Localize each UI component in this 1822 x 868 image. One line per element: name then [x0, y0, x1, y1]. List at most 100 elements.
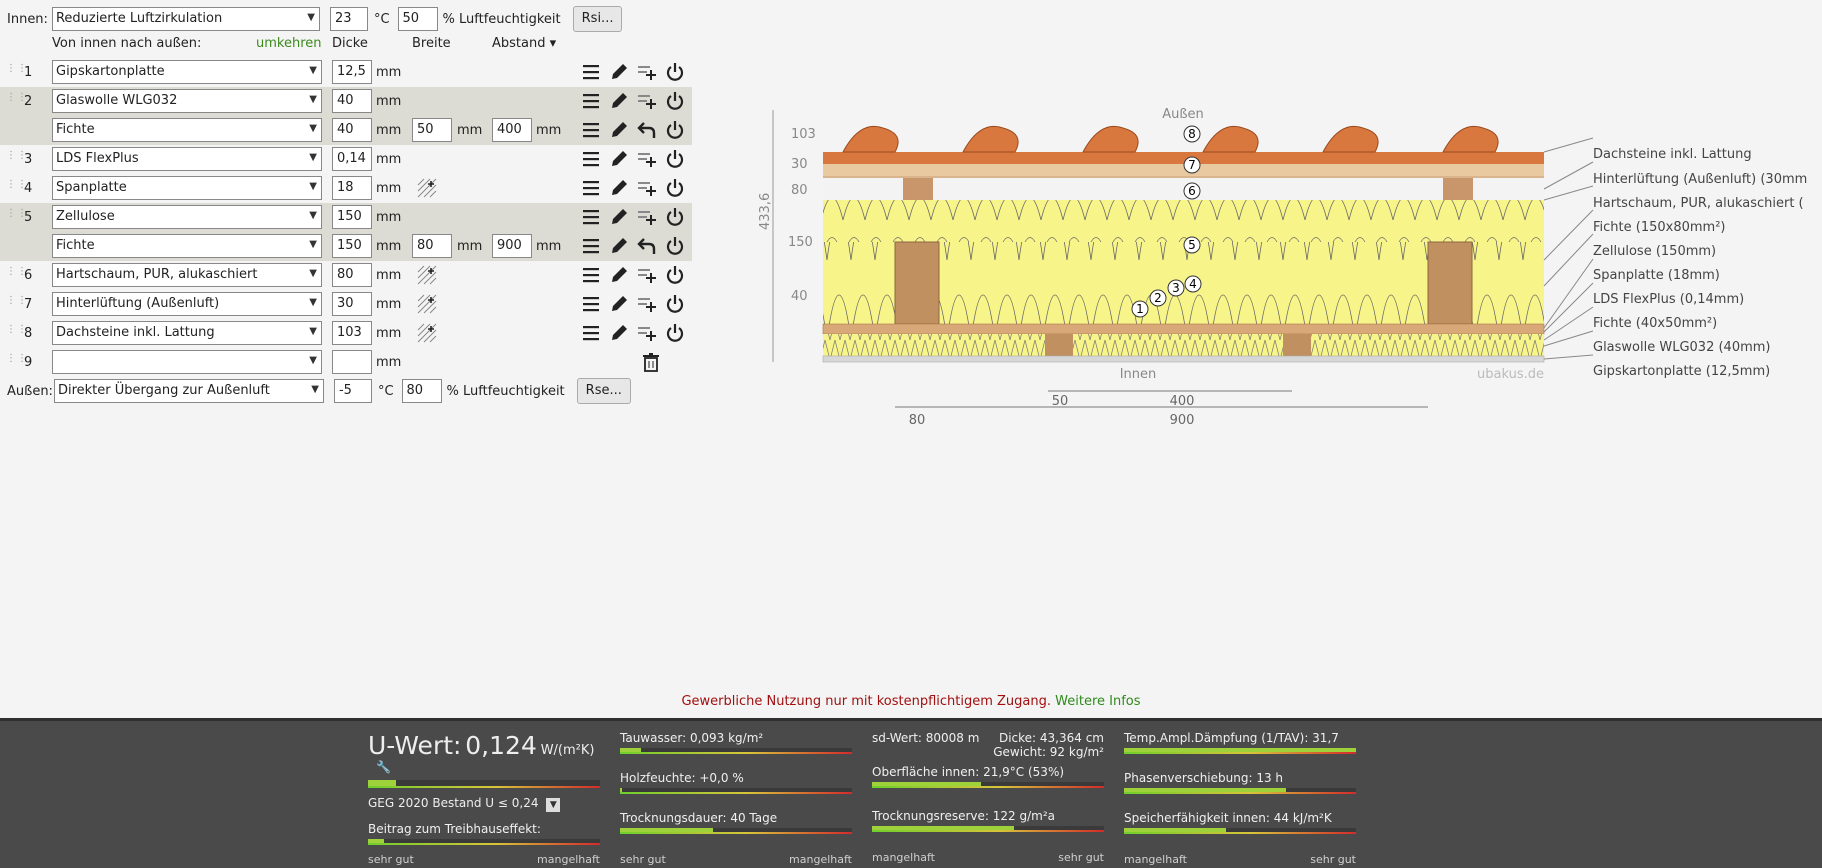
add-layer-icon[interactable] [636, 61, 658, 83]
edit-icon[interactable] [608, 235, 630, 257]
thickness-input[interactable] [332, 350, 372, 374]
menu-icon[interactable] [580, 293, 602, 315]
menu-icon[interactable] [580, 322, 602, 344]
add-layer-icon[interactable] [636, 293, 658, 315]
drag-handle-icon[interactable]: ⋮⋮ [6, 92, 28, 103]
thickness-input[interactable]: 18 [332, 176, 372, 200]
menu-icon[interactable] [580, 61, 602, 83]
drag-handle-icon[interactable]: ⋮⋮ [6, 179, 28, 190]
drag-handle-icon[interactable]: ⋮⋮ [6, 353, 28, 364]
drag-handle-icon[interactable]: ⋮⋮ [6, 208, 28, 219]
add-layer-icon[interactable] [636, 322, 658, 344]
width-input[interactable]: 80 [412, 234, 452, 258]
power-icon[interactable] [664, 119, 686, 141]
power-icon[interactable] [664, 293, 686, 315]
power-icon[interactable] [664, 148, 686, 170]
layer-row: ⋮⋮4 Spanplatte 18 mm [0, 174, 692, 203]
dim-batten-width: 50 [1052, 394, 1069, 409]
menu-icon[interactable] [580, 119, 602, 141]
spacing-input[interactable]: 900 [492, 234, 532, 258]
add-inhomogeneous-icon[interactable] [416, 322, 438, 344]
undo-icon[interactable] [636, 119, 658, 141]
add-layer-icon[interactable] [636, 264, 658, 286]
spacing-input[interactable]: 400 [492, 118, 532, 142]
material-select[interactable]: Fichte [52, 234, 322, 258]
menu-icon[interactable] [580, 206, 602, 228]
power-icon[interactable] [664, 90, 686, 112]
edit-icon[interactable] [608, 206, 630, 228]
undo-icon[interactable] [636, 235, 658, 257]
rse-button[interactable]: Rse... [576, 378, 631, 404]
thickness-input[interactable]: 30 [332, 292, 372, 316]
reverse-link[interactable]: umkehren [256, 36, 322, 51]
menu-icon[interactable] [580, 264, 602, 286]
rsi-button[interactable]: Rsi... [572, 6, 623, 32]
material-select[interactable]: Zellulose [52, 205, 322, 229]
edit-icon[interactable] [608, 322, 630, 344]
add-layer-icon[interactable] [636, 148, 658, 170]
thickness-input[interactable]: 40 [332, 89, 372, 113]
wrench-icon[interactable]: 🔧 [376, 760, 391, 774]
inner-temp-input[interactable]: 23 [329, 7, 368, 31]
menu-icon[interactable] [580, 148, 602, 170]
dim-30: 30 [791, 157, 808, 172]
power-icon[interactable] [664, 206, 686, 228]
header-abstand[interactable]: Abstand ▾ [492, 36, 557, 51]
add-layer-icon[interactable] [636, 206, 658, 228]
add-layer-icon[interactable] [636, 90, 658, 112]
edit-icon[interactable] [608, 90, 630, 112]
outer-humidity-input[interactable]: 80 [401, 379, 442, 403]
thickness-input[interactable]: 150 [332, 205, 372, 229]
width-input[interactable]: 50 [412, 118, 452, 142]
menu-icon[interactable] [580, 90, 602, 112]
edit-icon[interactable] [608, 264, 630, 286]
power-icon[interactable] [664, 235, 686, 257]
edit-icon[interactable] [608, 293, 630, 315]
edit-icon[interactable] [608, 177, 630, 199]
material-select[interactable]: Dachsteine inkl. Lattung [52, 321, 322, 345]
geg-dropdown-icon[interactable]: ▼ [546, 798, 561, 812]
phase-bar-fill [1124, 788, 1287, 793]
power-icon[interactable] [664, 61, 686, 83]
more-info-link[interactable]: Weitere Infos [1055, 694, 1141, 709]
thickness-input[interactable]: 103 [332, 321, 372, 345]
power-icon[interactable] [664, 264, 686, 286]
outer-temp-input[interactable]: -5 [333, 379, 372, 403]
material-select[interactable]: LDS FlexPlus [52, 147, 322, 171]
edit-icon[interactable] [608, 119, 630, 141]
edit-icon[interactable] [608, 61, 630, 83]
thickness-input[interactable]: 0,14 [332, 147, 372, 171]
material-select[interactable]: Hinterlüftung (Außenluft) [52, 292, 322, 316]
add-inhomogeneous-icon[interactable] [416, 264, 438, 286]
power-icon[interactable] [664, 322, 686, 344]
legend-dachsteine: Dachsteine inkl. Lattung [1593, 147, 1752, 162]
add-inhomogeneous-icon[interactable] [416, 177, 438, 199]
material-select[interactable]: Hartschaum, PUR, alukaschiert [52, 263, 322, 287]
thickness-input[interactable]: 80 [332, 263, 372, 287]
thickness-input[interactable]: 12,5 [332, 60, 372, 84]
inner-climate-select[interactable]: Reduzierte Luftzirkulation [51, 7, 320, 31]
menu-icon[interactable] [580, 235, 602, 257]
drag-handle-icon[interactable]: ⋮⋮ [6, 295, 28, 306]
material-select[interactable]: Spanplatte [52, 176, 322, 200]
trash-icon[interactable] [640, 351, 662, 373]
outer-climate-select[interactable]: Direkter Übergang zur Außenluft [53, 379, 324, 403]
material-select[interactable]: Glaswolle WLG032 [52, 89, 322, 113]
inner-humidity-input[interactable]: 50 [397, 7, 438, 31]
thickness-input[interactable]: 150 [332, 234, 372, 258]
drag-handle-icon[interactable]: ⋮⋮ [6, 150, 28, 161]
diagram-legend: Dachsteine inkl. Lattung Hinterlüftung (… [1543, 137, 1807, 379]
drag-handle-icon[interactable]: ⋮⋮ [6, 266, 28, 277]
drag-handle-icon[interactable]: ⋮⋮ [6, 63, 28, 74]
menu-icon[interactable] [580, 177, 602, 199]
power-icon[interactable] [664, 177, 686, 199]
edit-icon[interactable] [608, 148, 630, 170]
material-select[interactable] [52, 350, 322, 374]
drag-handle-icon[interactable]: ⋮⋮ [6, 324, 28, 335]
material-select[interactable]: Fichte [52, 118, 322, 142]
material-select[interactable]: Gipskartonplatte [52, 60, 322, 84]
add-inhomogeneous-icon[interactable] [416, 293, 438, 315]
marker-1: 1 [1136, 302, 1144, 316]
add-layer-icon[interactable] [636, 177, 658, 199]
thickness-input[interactable]: 40 [332, 118, 372, 142]
